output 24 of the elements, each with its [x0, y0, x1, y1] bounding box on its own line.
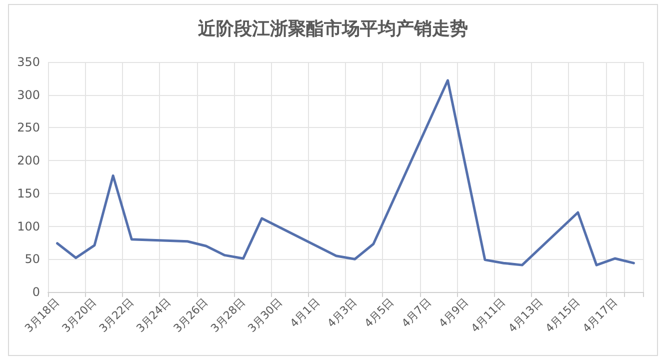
x-tick-label: 4月3日: [324, 295, 360, 330]
line-series: [56, 79, 635, 266]
x-tick-label: 3月24日: [134, 295, 174, 335]
x-tick-label: 3月26日: [171, 295, 211, 335]
x-tick-label: 4月5日: [362, 295, 397, 330]
x-tick-label: 4月7日: [399, 295, 434, 330]
y-tick-label: 200: [17, 154, 40, 168]
x-tick-label: 3月22日: [96, 295, 136, 335]
y-tick-label: 100: [17, 219, 40, 234]
y-tick-label: 50: [24, 252, 40, 266]
y-tick-label: 300: [17, 88, 40, 102]
x-tick-label: 4月13日: [506, 295, 546, 335]
chart-title: 近阶段江浙聚酯市场平均产销走势: [197, 18, 468, 40]
x-tick-label: 4月9日: [436, 295, 471, 330]
x-tick-label: 3月28日: [208, 295, 248, 335]
x-tick-label: 4月1日: [288, 295, 322, 330]
x-tick-label: 4月17日: [580, 295, 620, 335]
x-tick-label: 3月30日: [245, 295, 286, 335]
x-tick-label: 3月20日: [60, 295, 100, 335]
x-tick-label: 4月15日: [542, 295, 583, 335]
y-tick-label: 250: [17, 120, 40, 135]
y-tick-label: 150: [17, 186, 40, 200]
x-tick-label: 4月11日: [468, 295, 508, 335]
y-tick-label: 350: [17, 55, 40, 69]
